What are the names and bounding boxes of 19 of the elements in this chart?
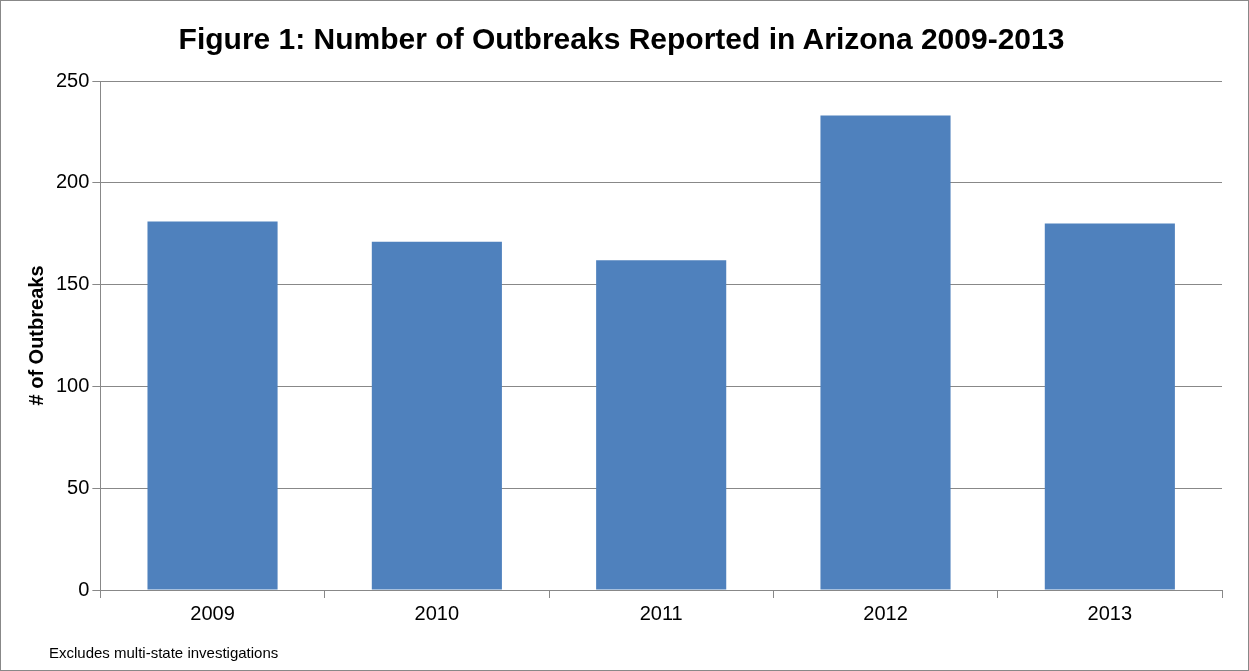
x-tick-label: 2009	[190, 601, 235, 624]
y-tick-label: 200	[55, 170, 90, 193]
bar	[820, 115, 951, 590]
y-tick-label: 0	[78, 577, 90, 600]
y-axis-title: # of Outbreaks	[24, 265, 47, 406]
x-tick-label: 2012	[863, 601, 908, 624]
y-tick-label: 150	[55, 272, 90, 295]
y-tick-label: 100	[55, 373, 90, 396]
bar	[371, 241, 502, 590]
x-tick-label: 2010	[414, 601, 460, 624]
bar	[1044, 223, 1175, 590]
y-tick-label: 250	[55, 68, 90, 91]
chart-title: Figure 1: Number of Outbreaks Reported in Arizona 2009-2013	[178, 22, 1065, 56]
y-tick-label: 50	[67, 475, 90, 498]
bar	[596, 260, 727, 590]
x-tick-label: 2011	[639, 601, 683, 624]
x-tick-label: 2013	[1087, 601, 1133, 624]
bar	[147, 221, 278, 590]
text: Excludes multi-state investigations	[49, 643, 279, 661]
